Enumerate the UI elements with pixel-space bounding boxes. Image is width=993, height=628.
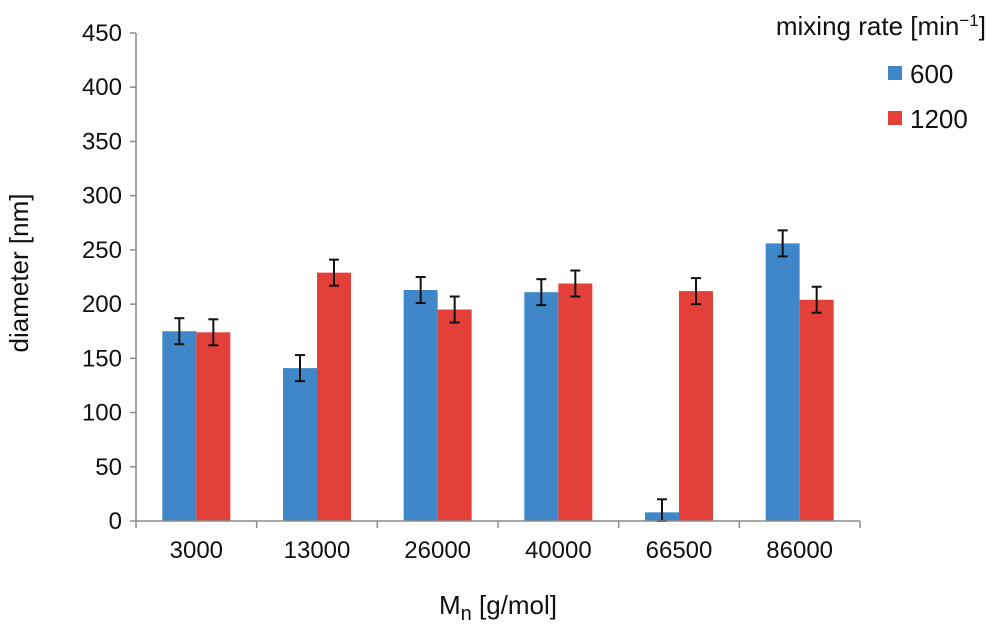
y-tick-label: 50	[95, 454, 122, 481]
y-tick-label: 450	[82, 20, 122, 47]
y-axis-title: diameter [nm]	[4, 194, 34, 353]
x-axis-title: Mn [g/mol]	[439, 590, 557, 625]
legend: mixing rate [min−1] 600 1200	[776, 11, 986, 134]
bar-1200-13000	[317, 272, 351, 521]
bar-600-3000	[162, 331, 197, 521]
y-tick-label: 300	[82, 183, 122, 210]
bar-600-13000	[283, 368, 317, 521]
bar-600-26000	[403, 290, 438, 521]
bar-1200-3000	[196, 332, 231, 521]
y-tick-label: 0	[109, 508, 122, 535]
y-tick-label: 100	[82, 400, 122, 427]
legend-label-600: 600	[910, 59, 953, 89]
bar-600-40000	[524, 292, 559, 521]
error-bar-600-40000	[536, 278, 547, 307]
error-bar-1200-13000	[329, 258, 339, 287]
x-tick-label: 3000	[170, 537, 223, 564]
bar-1200-66500	[679, 291, 713, 521]
x-tick-label: 86000	[766, 537, 833, 564]
y-tick-label: 250	[82, 237, 122, 264]
error-bars	[174, 229, 822, 522]
error-bar-1200-26000	[449, 295, 460, 324]
bar-600-86000	[765, 243, 800, 522]
error-bar-1200-40000	[570, 269, 581, 298]
legend-label-1200: 1200	[910, 104, 968, 134]
y-tick-label: 200	[82, 291, 122, 318]
x-tick-label: 13000	[284, 537, 351, 564]
bar-1200-26000	[437, 309, 472, 521]
bars	[162, 243, 834, 522]
legend-title: mixing rate [min−1]	[776, 11, 986, 41]
y-tick-label: 150	[82, 345, 122, 372]
error-bar-1200-3000	[208, 318, 219, 347]
x-axis-ticks: 3000 13000 26000 40000 66500 86000	[135, 521, 861, 564]
error-bar-1200-86000	[811, 285, 822, 314]
bar-1200-86000	[799, 299, 834, 521]
legend-swatch-1200	[888, 111, 902, 125]
x-tick-label: 26000	[404, 537, 471, 564]
error-bar-600-26000	[415, 276, 426, 305]
error-bar-600-3000	[174, 317, 185, 346]
legend-swatch-600	[888, 66, 902, 80]
error-bar-1200-66500	[691, 277, 701, 306]
y-tick-label: 400	[82, 74, 122, 101]
y-tick-label: 350	[82, 128, 122, 155]
x-tick-label: 40000	[525, 537, 592, 564]
bar-1200-40000	[558, 283, 593, 521]
error-bar-600-13000	[295, 354, 305, 383]
y-axis-ticks: 0 50 100 150 200 250 300 350 400 450	[82, 20, 136, 535]
error-bar-600-86000	[777, 229, 788, 258]
x-tick-label: 66500	[646, 537, 713, 564]
